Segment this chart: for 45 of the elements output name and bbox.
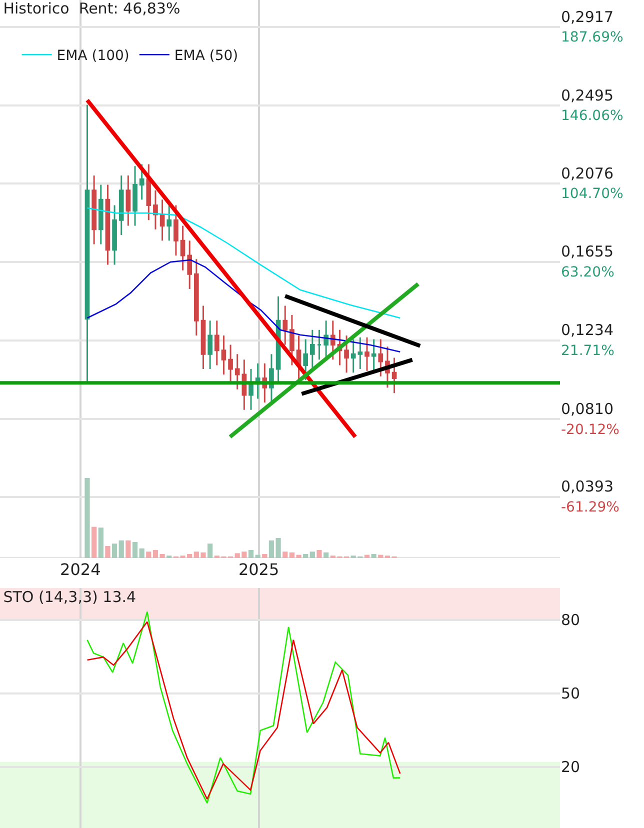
bar xyxy=(92,526,97,558)
bar xyxy=(139,548,144,558)
bar xyxy=(378,554,384,558)
bar xyxy=(132,542,138,558)
y2-tick-label: -20.12% xyxy=(561,422,620,438)
y-tick-label: 0,0810 xyxy=(561,400,614,418)
y-tick-label: 0,0393 xyxy=(561,478,614,496)
y2-tick-label: 21.71% xyxy=(561,342,614,359)
y2-tick-label: 146.06% xyxy=(561,108,624,124)
y-tick-label: 0,2076 xyxy=(561,164,614,182)
x-tick-label: 2025 xyxy=(238,560,280,579)
bar xyxy=(126,540,131,558)
x-tick-label: 2024 xyxy=(60,560,101,579)
bar xyxy=(364,554,370,558)
bar xyxy=(310,552,315,558)
bar xyxy=(255,554,260,558)
legend-label: EMA (50) xyxy=(174,48,238,64)
bar xyxy=(316,550,322,558)
y2-tick-label: 187.69% xyxy=(561,30,624,46)
y-tick-label: 80 xyxy=(561,611,580,630)
y2-tick-label: 63.20% xyxy=(561,264,614,281)
bar xyxy=(303,554,308,558)
bar xyxy=(262,554,268,558)
bar xyxy=(84,478,90,558)
y-tick-label: 0,1234 xyxy=(561,321,614,340)
bar xyxy=(371,554,376,558)
bar xyxy=(324,552,329,558)
bar xyxy=(248,550,254,558)
bar xyxy=(105,546,110,558)
y2-tick-label: -61.29% xyxy=(561,500,620,516)
legend-label: EMA (100) xyxy=(56,48,130,64)
bar xyxy=(208,544,213,558)
bar xyxy=(118,540,124,558)
y2-tick-label: 104.70% xyxy=(561,186,624,202)
y-tick-label: 50 xyxy=(561,684,580,703)
y-tick-label: 20 xyxy=(561,758,580,776)
bar xyxy=(146,552,152,558)
bar xyxy=(112,544,118,558)
bar xyxy=(98,528,104,558)
y-tick-label: 0,2495 xyxy=(561,86,614,104)
y-tick-label: 0,2917 xyxy=(561,8,614,26)
chart-title: STO (14,3,3) 13.4 xyxy=(3,588,136,606)
y-tick-label: 0,1655 xyxy=(561,242,614,261)
bar xyxy=(282,552,288,558)
chart-title: Historico Rent: 46,83% xyxy=(3,0,180,18)
